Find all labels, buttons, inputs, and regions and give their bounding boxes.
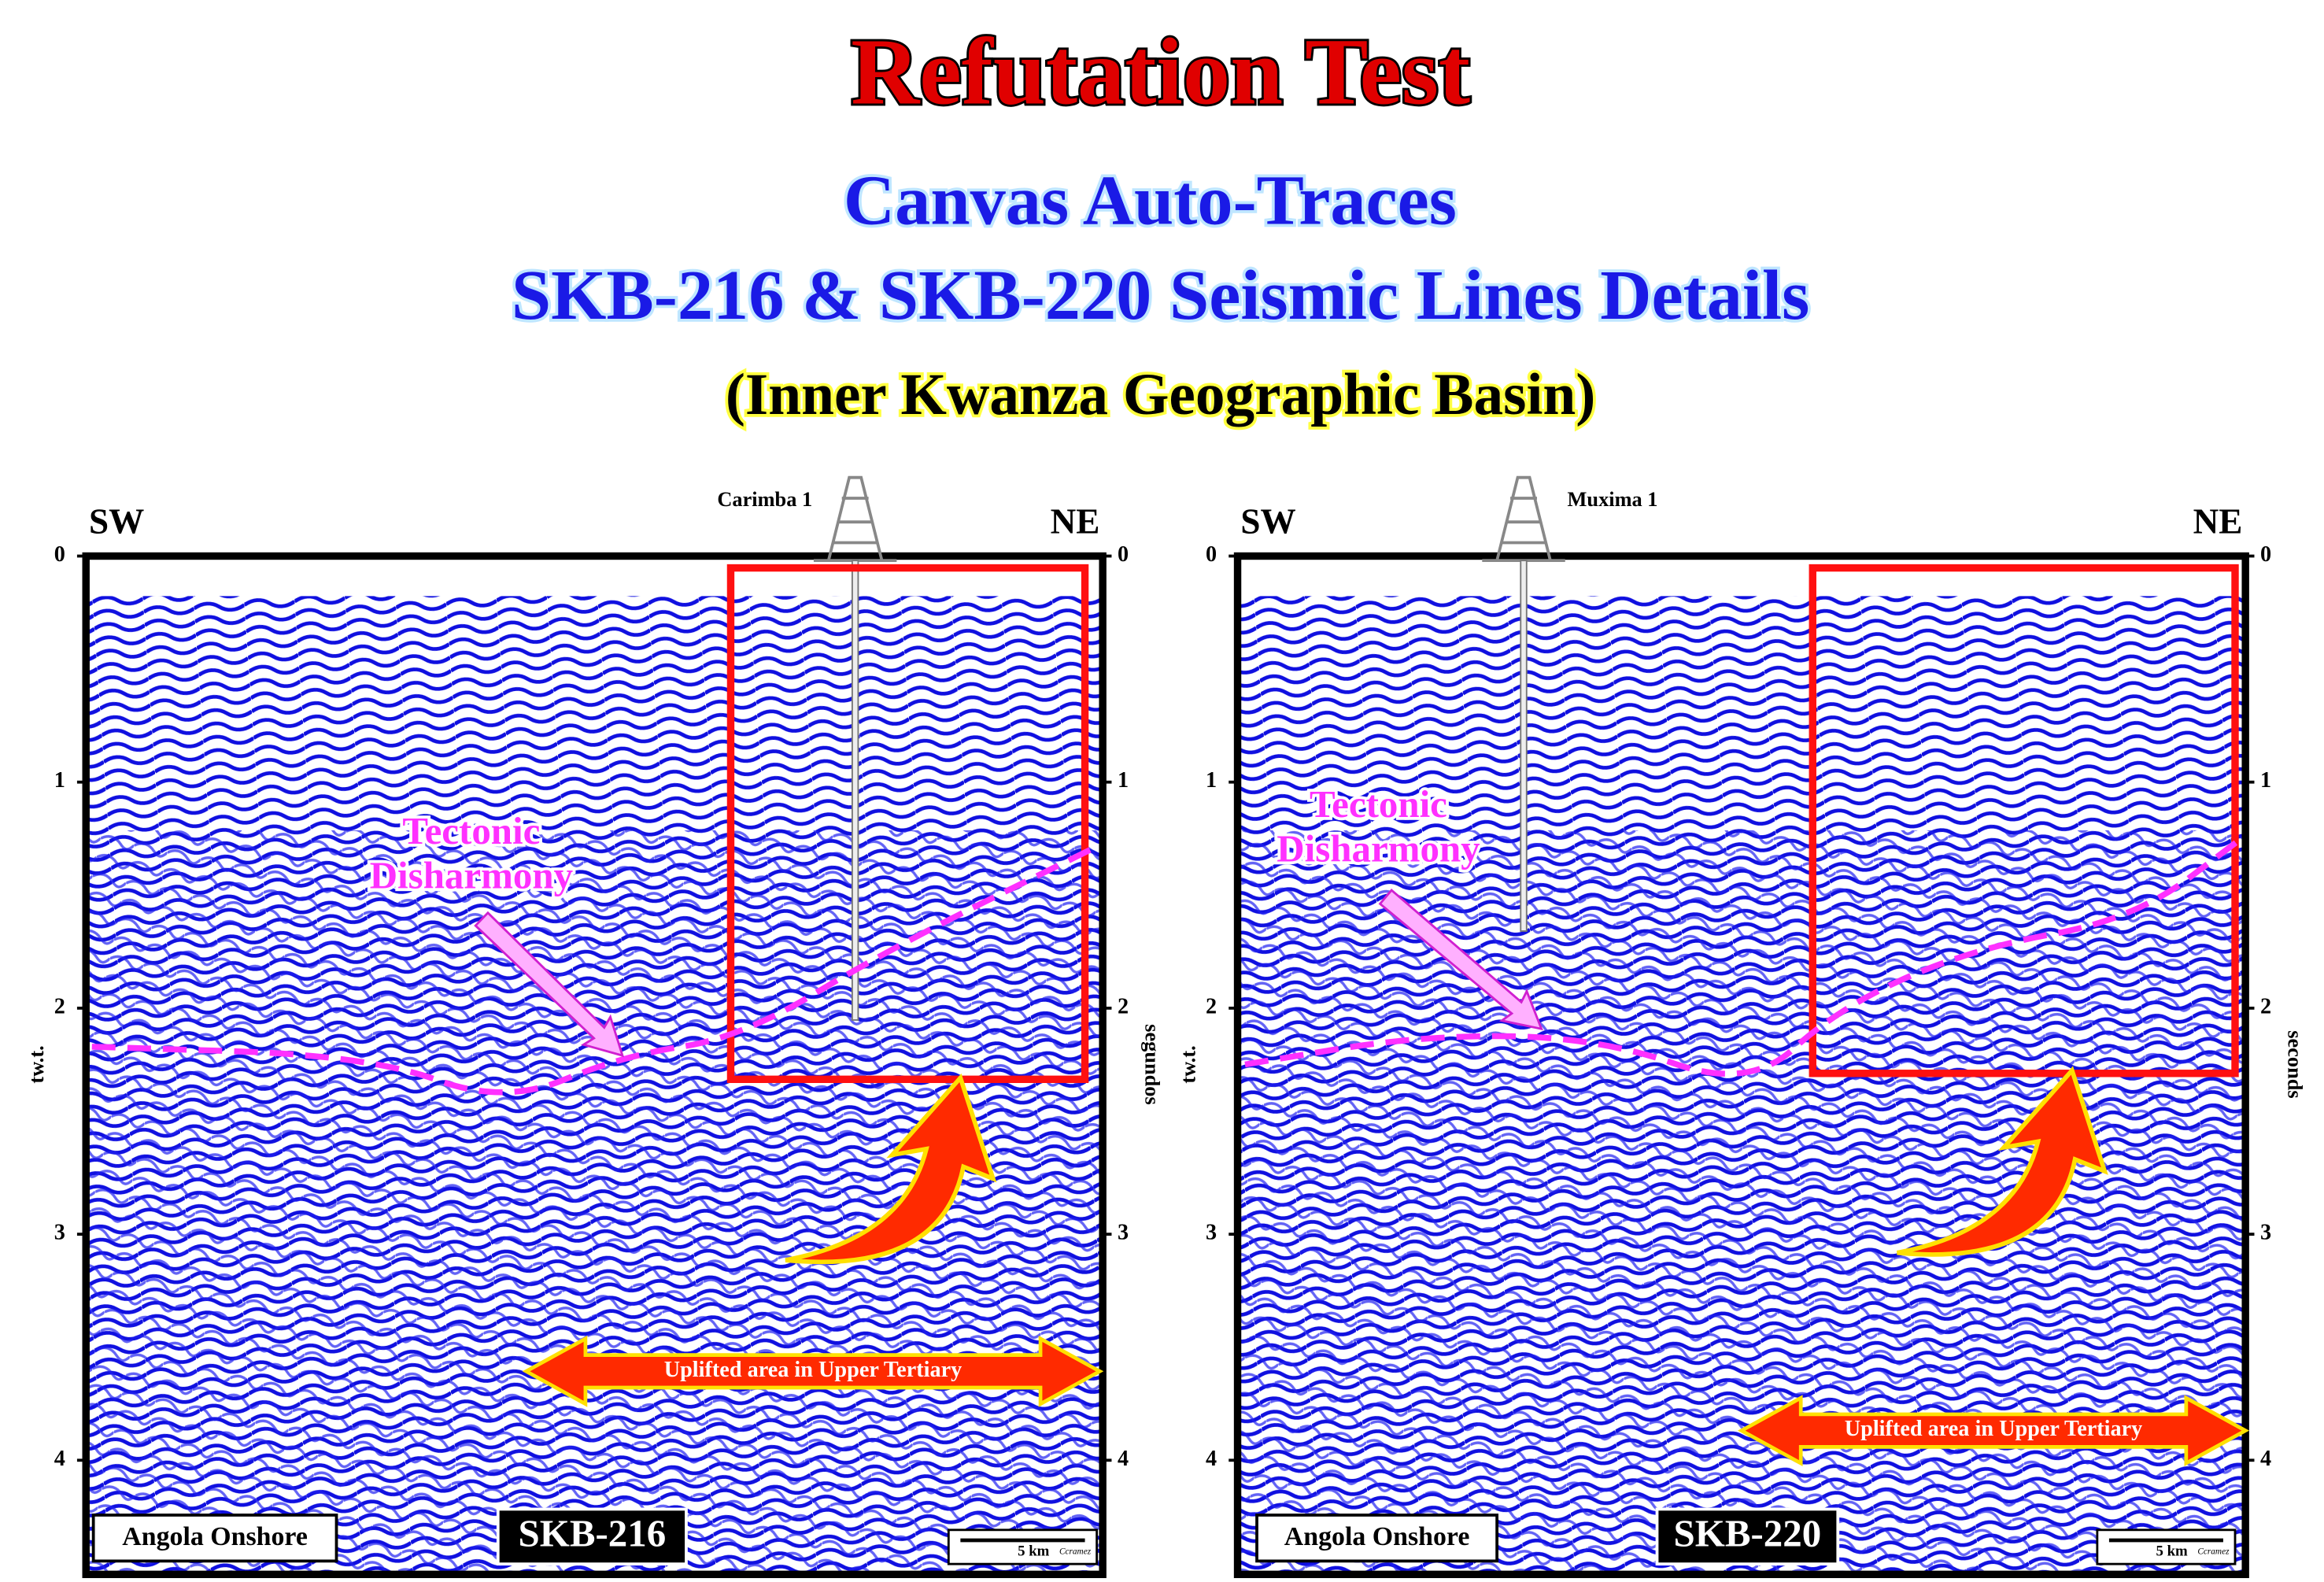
uplift-extent-arrow [1737, 1395, 2250, 1467]
axis-label: tw.t. [1177, 1045, 1199, 1083]
derrick-icon [1482, 475, 1565, 563]
line-name-box [496, 1507, 688, 1566]
annotation-text: Disharmony [370, 853, 573, 896]
tick-label: 0 [1118, 542, 1129, 567]
well-name: Carimba 1 [717, 488, 812, 511]
horizon-line [1244, 835, 2245, 1077]
arrow-label: Uplifted area in Upper Tertiary [664, 1358, 962, 1382]
tick-label: 4 [1118, 1447, 1129, 1471]
line-name: SKB-220 [1674, 1511, 1822, 1554]
annotation-text: Tectonic [1310, 782, 1447, 826]
tick-label: 2 [54, 994, 65, 1018]
derrick-icon [813, 475, 897, 563]
tick-label: 4 [2260, 1447, 2271, 1471]
axis-label: tw.t. [25, 1045, 48, 1083]
area-box [1809, 564, 2239, 1077]
tick-label: 3 [1118, 1221, 1129, 1245]
axis-label: segundos [1140, 1024, 1163, 1105]
uplift-arrow [785, 1073, 997, 1265]
seismic-panel: SW NE 0 0 1 1 2 2 3 3 4 4 tw.t. segundos Carimba 1 Tect… [25, 475, 1163, 1579]
tick-label: 1 [1206, 768, 1217, 793]
credit: Ccramez [1059, 1547, 1092, 1557]
location-label: Angola Onshore [122, 1522, 308, 1551]
region: (Inner Kwanza Geographic Basin) [726, 362, 1596, 427]
tick-label: 4 [1206, 1447, 1217, 1471]
tick-label: 0 [2260, 542, 2271, 567]
tick-label: 0 [54, 542, 65, 567]
well-name: Muxima 1 [1568, 488, 1658, 511]
tick-label: 2 [2260, 994, 2271, 1018]
location-box [91, 1514, 338, 1563]
annotation-text: Disharmony [1277, 826, 1480, 870]
area-box [726, 564, 1089, 1084]
horizon-line [91, 842, 1102, 1096]
scale-label: 5 km [1018, 1543, 1050, 1559]
well-trajectory [1520, 560, 1528, 932]
tick-label: 4 [54, 1447, 65, 1471]
annotation-text: Tectonic [402, 809, 540, 852]
well-trajectory [851, 560, 859, 1021]
direction-label: NE [2193, 501, 2243, 541]
subtitle: Canvas Auto-Traces [844, 161, 1457, 240]
pointer-arrow [1378, 889, 1543, 1031]
panel-frame [82, 552, 1107, 1579]
direction-label: SW [89, 501, 144, 541]
scale-box [947, 1528, 1099, 1565]
tick-label: 1 [1118, 768, 1129, 793]
axis-label: seconds [2283, 1030, 2306, 1098]
credit: Ccramez [2197, 1547, 2230, 1557]
tick-label: 1 [54, 768, 65, 793]
line-name-box [1655, 1507, 1840, 1566]
title: Refutation Test [851, 20, 1470, 125]
panel-frame [1233, 552, 2249, 1579]
direction-label: NE [1051, 501, 1100, 541]
direction-label: SW [1240, 501, 1295, 541]
tick-label: 3 [2260, 1221, 2271, 1245]
tick-label: 2 [1118, 994, 1129, 1018]
tick-label: 3 [54, 1221, 65, 1245]
seismic-panel: SW NE 0 0 1 1 2 2 3 3 4 4 tw.t. seconds Muxima 1 Tecton… [1177, 475, 2306, 1579]
location-label: Angola Onshore [1284, 1522, 1470, 1551]
tick-label: 3 [1206, 1221, 1217, 1245]
tick-label: 1 [2260, 768, 2271, 793]
tick-label: 2 [1206, 994, 1217, 1018]
scale-box [2096, 1528, 2237, 1565]
uplift-extent-arrow [522, 1335, 1104, 1407]
uplift-arrow [1897, 1066, 2108, 1257]
tick-label: 0 [1206, 542, 1217, 567]
arrow-label: Uplifted area in Upper Tertiary [1845, 1417, 2143, 1441]
line-name: SKB-216 [519, 1511, 667, 1554]
seismic-texture [1237, 830, 2246, 1575]
subtitle: SKB-216 & SKB-220 Seismic Lines Details [512, 255, 1809, 335]
location-box [1255, 1514, 1499, 1563]
pointer-arrow [474, 911, 625, 1058]
scale-label: 5 km [2156, 1543, 2188, 1559]
